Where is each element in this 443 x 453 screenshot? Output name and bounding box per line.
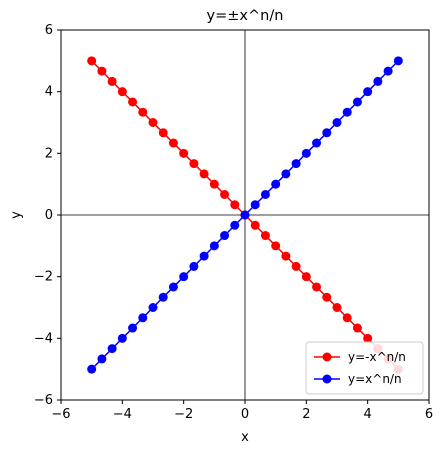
data-point bbox=[220, 189, 230, 199]
data-point bbox=[260, 189, 270, 199]
y-tick-label: 0 bbox=[45, 208, 53, 223]
x-tick-label: 0 bbox=[241, 407, 249, 422]
data-point bbox=[179, 148, 189, 158]
data-point bbox=[209, 179, 219, 189]
x-tick-label: −2 bbox=[174, 407, 193, 422]
data-point bbox=[393, 56, 403, 66]
data-point bbox=[250, 220, 260, 230]
data-point bbox=[363, 333, 373, 343]
legend-label: y=x^n/n bbox=[348, 372, 402, 386]
legend-box bbox=[305, 341, 424, 395]
data-point bbox=[291, 159, 301, 169]
y-tick-label: −4 bbox=[34, 331, 53, 346]
data-point bbox=[158, 292, 168, 302]
x-axis: −6 −4 −2 0 2 4 6 bbox=[51, 400, 433, 422]
plot-area bbox=[60, 29, 430, 401]
data-point bbox=[342, 313, 352, 323]
chart-title: y=±x^n/n bbox=[207, 8, 284, 24]
data-point bbox=[373, 76, 383, 86]
y-tick-label: 4 bbox=[45, 85, 53, 100]
series-layer bbox=[87, 56, 403, 374]
y-tick-label: 2 bbox=[45, 146, 53, 161]
data-point bbox=[97, 354, 107, 364]
x-tick-label: 4 bbox=[364, 407, 372, 422]
x-axis-label: x bbox=[241, 430, 249, 445]
data-point bbox=[332, 303, 342, 312]
data-point bbox=[281, 169, 291, 179]
data-point bbox=[322, 292, 332, 302]
data-point bbox=[209, 241, 219, 251]
y-axis-label: y bbox=[9, 211, 24, 219]
data-point bbox=[312, 138, 322, 148]
data-point bbox=[352, 323, 362, 333]
y-axis: −6 −4 −2 0 2 4 6 bbox=[34, 23, 61, 408]
data-point bbox=[383, 66, 393, 76]
data-point bbox=[301, 272, 311, 282]
data-point bbox=[281, 251, 291, 261]
data-point bbox=[271, 241, 281, 251]
data-point bbox=[332, 118, 342, 127]
data-point bbox=[117, 333, 127, 343]
y-tick-label: −6 bbox=[34, 393, 53, 408]
data-point bbox=[87, 56, 97, 66]
data-point bbox=[179, 272, 189, 282]
data-point bbox=[128, 323, 138, 333]
data-point bbox=[189, 159, 199, 169]
data-point bbox=[138, 107, 148, 117]
data-point bbox=[220, 231, 230, 241]
data-point bbox=[87, 364, 97, 374]
data-point bbox=[189, 261, 199, 271]
x-tick-label: −6 bbox=[51, 407, 70, 422]
data-point bbox=[312, 282, 322, 292]
data-point bbox=[342, 107, 352, 117]
data-point bbox=[230, 220, 240, 230]
data-point bbox=[107, 344, 117, 354]
data-point bbox=[107, 76, 117, 86]
data-point bbox=[117, 87, 127, 97]
data-point bbox=[322, 128, 332, 138]
legend-swatch-marker bbox=[322, 352, 332, 362]
data-point bbox=[148, 118, 158, 127]
data-point bbox=[352, 97, 362, 107]
data-point bbox=[250, 200, 260, 210]
data-point bbox=[291, 261, 301, 271]
data-point bbox=[138, 313, 148, 323]
x-tick-label: 2 bbox=[302, 407, 310, 422]
data-point bbox=[128, 97, 138, 107]
data-point bbox=[168, 138, 178, 148]
data-point bbox=[168, 282, 178, 292]
x-tick-label: −4 bbox=[113, 407, 132, 422]
data-point bbox=[240, 210, 250, 220]
data-point bbox=[260, 231, 270, 241]
data-point bbox=[199, 169, 209, 179]
legend-swatch-marker bbox=[322, 374, 332, 384]
data-point bbox=[158, 128, 168, 138]
data-point bbox=[148, 303, 158, 312]
data-point bbox=[363, 87, 373, 97]
data-point bbox=[97, 66, 107, 76]
data-point bbox=[199, 251, 209, 261]
data-point bbox=[271, 179, 281, 189]
x-tick-label: 6 bbox=[425, 407, 433, 422]
y-tick-label: 6 bbox=[45, 23, 53, 38]
legend: y=-x^n/n y=x^n/n bbox=[305, 341, 424, 395]
y-tick-label: −2 bbox=[34, 270, 53, 285]
legend-label: y=-x^n/n bbox=[348, 350, 406, 364]
data-point bbox=[230, 200, 240, 210]
data-point bbox=[301, 148, 311, 158]
